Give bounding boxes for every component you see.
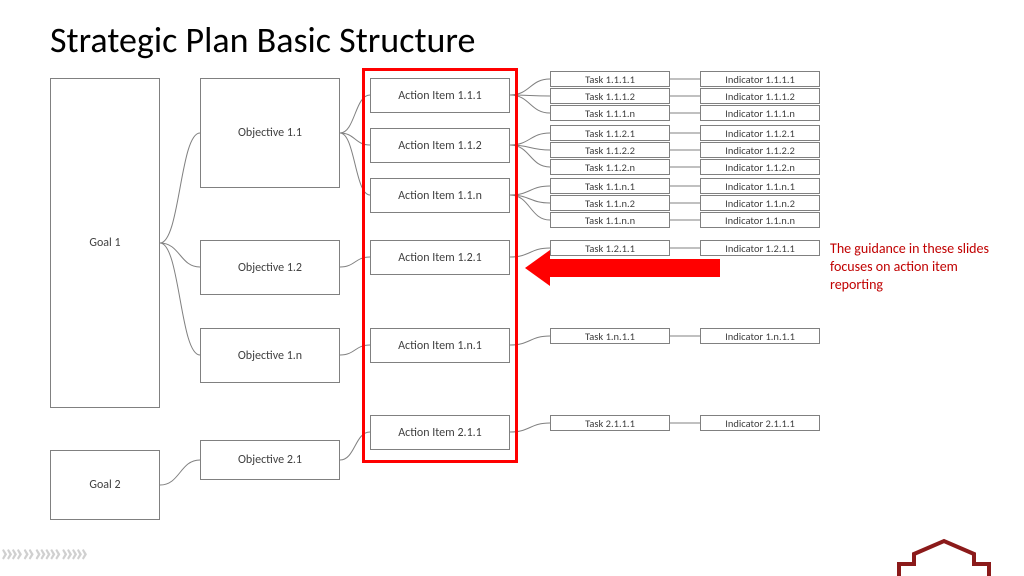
task-box: Task 1.1.n.2: [550, 195, 670, 211]
action-items-highlight: [362, 68, 518, 463]
task-box: Task 1.1.2.2: [550, 142, 670, 158]
objective-box: Objective 1.1: [200, 78, 340, 188]
task-box: Task 1.1.1.n: [550, 105, 670, 121]
footer-logo: [894, 536, 994, 576]
indicator-box: Indicator 1.1.n.n: [700, 212, 820, 228]
task-box: Task 1.1.2.1: [550, 125, 670, 141]
indicator-box: Indicator 1.1.1.2: [700, 88, 820, 104]
task-box: Task 1.2.1.1: [550, 240, 670, 256]
task-box: Task 1.1.1.2: [550, 88, 670, 104]
indicator-box: Indicator 1.1.2.1: [700, 125, 820, 141]
indicator-box: Indicator 2.1.1.1: [700, 415, 820, 431]
decorative-chevrons: ›››› ›› ››››› ›››››: [0, 536, 85, 568]
objective-box: Objective 1.2: [200, 240, 340, 295]
indicator-box: Indicator 1.1.2.2: [700, 142, 820, 158]
task-box: Task 1.1.2.n: [550, 159, 670, 175]
indicator-box: Indicator 1.n.1.1: [700, 328, 820, 344]
indicator-box: Indicator 1.1.2.n: [700, 159, 820, 175]
task-box: Task 2.1.1.1: [550, 415, 670, 431]
task-box: Task 1.1.n.1: [550, 178, 670, 194]
indicator-box: Indicator 1.1.1.n: [700, 105, 820, 121]
slide-title: Strategic Plan Basic Structure: [50, 18, 475, 62]
task-box: Task 1.1.n.n: [550, 212, 670, 228]
annotation-text: The guidance in these slides focuses on …: [830, 240, 990, 295]
indicator-box: Indicator 1.1.n.2: [700, 195, 820, 211]
task-box: Task 1.1.1.1: [550, 71, 670, 87]
goal-box: Goal 1: [50, 78, 160, 408]
task-box: Task 1.n.1.1: [550, 328, 670, 344]
objective-box: Objective 1.n: [200, 328, 340, 383]
indicator-box: Indicator 1.1.n.1: [700, 178, 820, 194]
goal-box: Goal 2: [50, 450, 160, 520]
indicator-box: Indicator 1.1.1.1: [700, 71, 820, 87]
objective-box: Objective 2.1: [200, 440, 340, 480]
indicator-box: Indicator 1.2.1.1: [700, 240, 820, 256]
